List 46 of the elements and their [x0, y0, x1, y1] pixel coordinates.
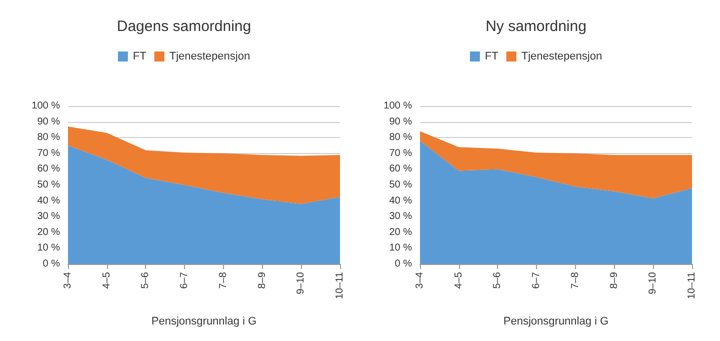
y-tick-label: 40 %: [389, 195, 412, 206]
y-tick-label: 0 %: [394, 258, 412, 270]
legend-label: FT: [484, 50, 499, 62]
y-tick-label: 80 %: [389, 132, 412, 144]
x-tick-label: 8–9: [608, 272, 620, 289]
y-tick-label: 50 %: [37, 180, 60, 190]
y-tick-label: 90 %: [37, 116, 60, 128]
legend-label: Tjenestepensjon: [521, 50, 602, 62]
x-tick-label: 6–7: [179, 272, 190, 289]
x-tick-label: 9–10: [648, 272, 659, 294]
y-tick-label: 30 %: [389, 211, 412, 222]
x-tick-label: 5–6: [492, 272, 504, 289]
legend-label: Tjenestepensjon: [169, 50, 250, 62]
y-tick-label: 70 %: [37, 148, 60, 159]
x-tick-label: 7–8: [570, 272, 581, 289]
x-axis-title: Pensjonsgrunnlag i G: [151, 316, 257, 328]
y-tick-label: 70 %: [389, 148, 412, 159]
y-tick-label: 60 %: [389, 164, 412, 175]
y-tick-label: 100 %: [384, 100, 412, 112]
x-tick-label: 5–6: [140, 272, 152, 289]
x-tick-label: 10–11: [686, 272, 698, 300]
x-tick-label: 8–9: [256, 272, 268, 289]
y-tick-label: 20 %: [389, 226, 412, 238]
y-tick-label: 50 %: [389, 180, 412, 190]
y-tick-label: 20 %: [37, 226, 60, 238]
y-tick-label: 10 %: [37, 242, 60, 254]
x-tick-label: 7–8: [218, 272, 229, 289]
y-tick-label: 10 %: [389, 242, 412, 254]
x-tick-label: 6–7: [531, 272, 542, 289]
x-tick-label: 3–4: [414, 272, 426, 289]
y-tick-label: 100 %: [32, 100, 60, 112]
chart-title: Ny samordning: [486, 18, 586, 35]
y-tick-label: 40 %: [37, 195, 60, 206]
legend-label: FT: [132, 50, 147, 62]
x-tick-label: 10–11: [334, 272, 346, 300]
y-tick-label: 80 %: [37, 132, 60, 144]
x-tick-label: 4–5: [453, 272, 464, 289]
y-tick-label: 60 %: [37, 164, 60, 175]
x-tick-label: 3–4: [62, 272, 74, 289]
y-tick-label: 90 %: [389, 116, 412, 128]
x-axis-title: Pensjonsgrunnlag i G: [503, 316, 609, 328]
y-tick-label: 0 %: [42, 258, 60, 270]
chart-title: Dagens samordning: [116, 18, 252, 35]
x-tick-label: 4–5: [101, 272, 112, 289]
x-tick-label: 9–10: [296, 272, 307, 294]
y-tick-label: 30 %: [37, 211, 60, 222]
